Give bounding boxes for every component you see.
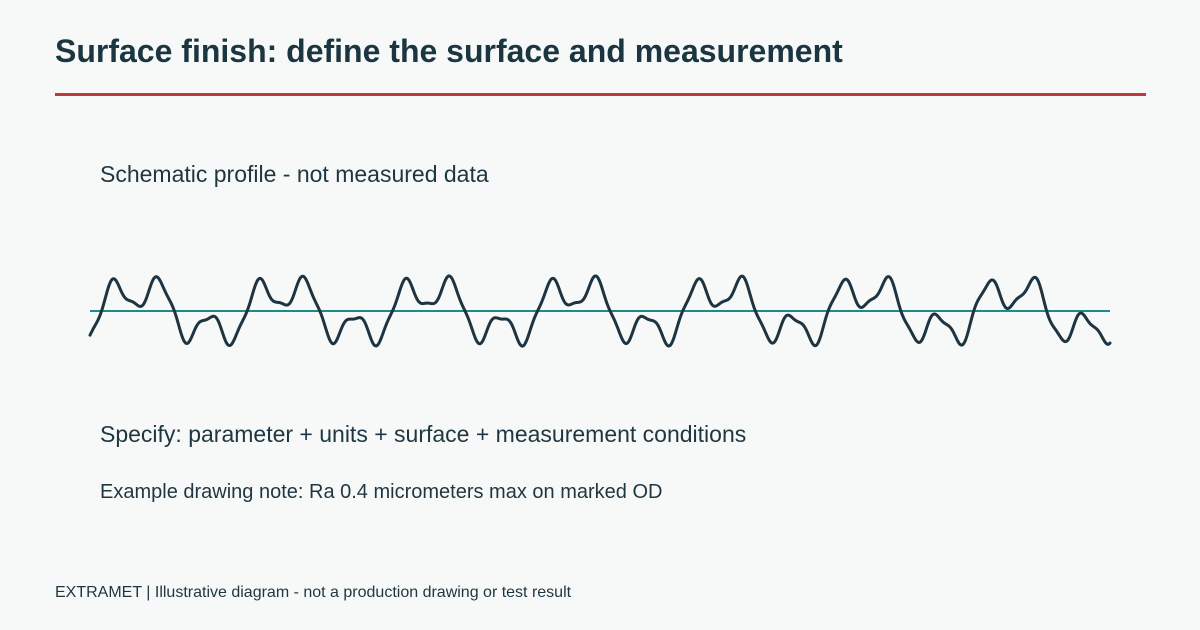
footer-disclaimer: EXTRAMET | Illustrative diagram - not a … — [55, 584, 572, 601]
example-drawing-note: Example drawing note: Ra 0.4 micrometers… — [100, 481, 663, 503]
specification-line: Specify: parameter + units + surface + m… — [100, 421, 747, 447]
roughness-profile-curve — [88, 274, 1112, 348]
surface-profile-diagram — [88, 274, 1112, 348]
profile-caption: Schematic profile - not measured data — [100, 161, 489, 187]
page-title: Surface finish: define the surface and m… — [55, 33, 843, 69]
title-divider — [55, 93, 1146, 96]
